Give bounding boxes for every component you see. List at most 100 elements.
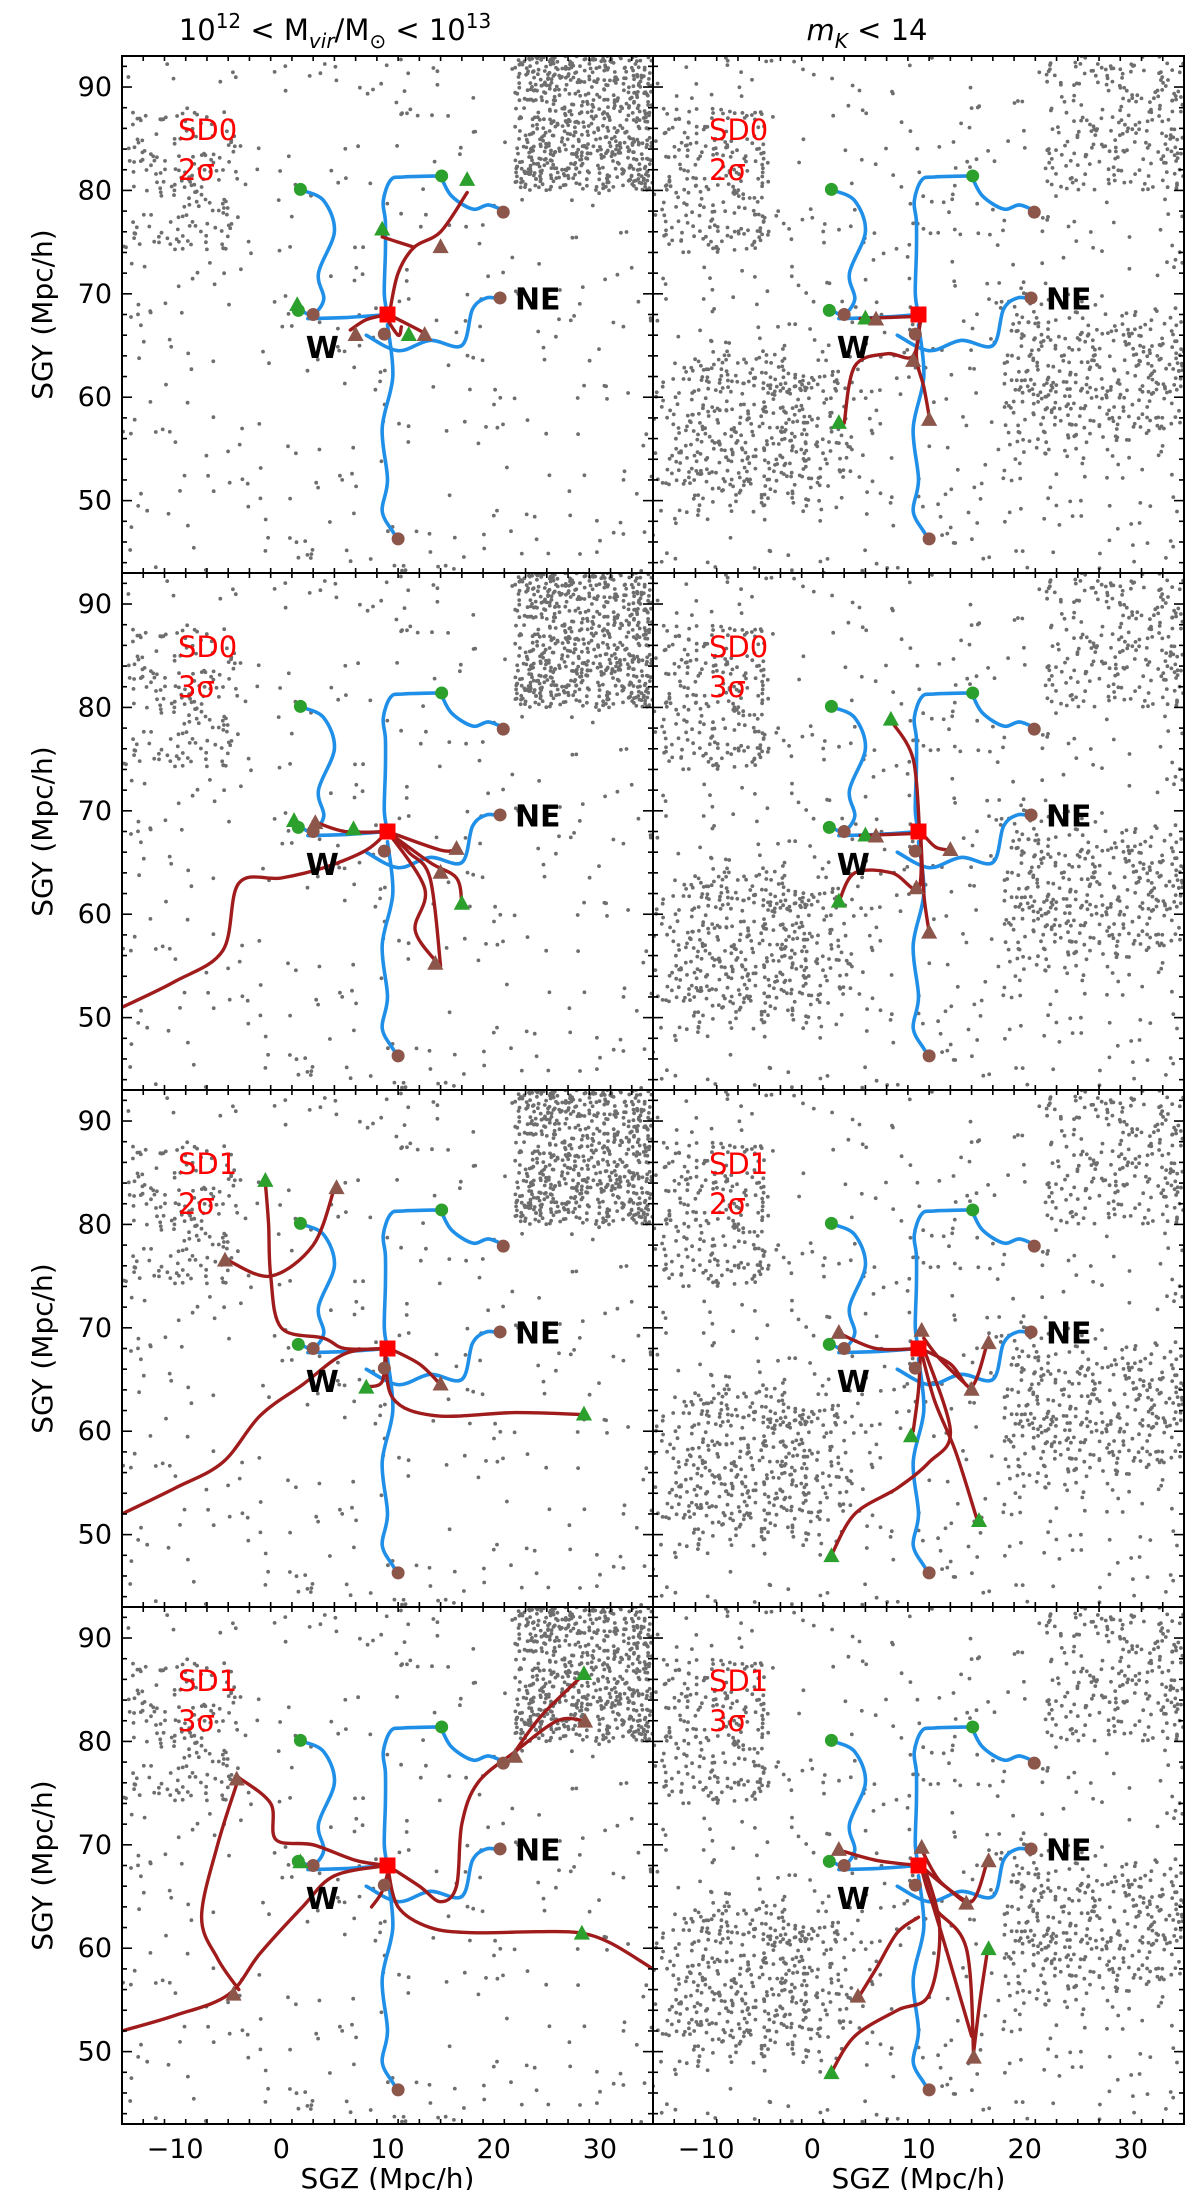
galaxy-dot	[588, 583, 593, 588]
galaxy-dot	[1127, 266, 1132, 271]
galaxy-dot	[199, 121, 203, 126]
galaxy-dot	[1072, 119, 1076, 123]
galaxy-dot	[585, 646, 590, 651]
galaxy-dot	[612, 126, 617, 130]
galaxy-dots	[122, 56, 653, 573]
galaxy-dot	[1015, 439, 1020, 444]
galaxy-dot	[208, 778, 212, 782]
galaxy-dot	[516, 809, 521, 813]
galaxy-dot	[586, 142, 590, 147]
galaxy-dot	[751, 950, 756, 955]
brown-circle-marker	[837, 308, 851, 321]
galaxy-dot	[649, 89, 653, 94]
galaxy-dot	[811, 299, 816, 304]
galaxy-dot	[676, 426, 681, 430]
galaxy-dot	[638, 575, 643, 580]
galaxy-dot	[1066, 930, 1070, 935]
panel-label-sd: SD0	[178, 113, 237, 147]
galaxy-dot	[730, 896, 734, 901]
galaxy-dot	[1079, 1015, 1083, 1020]
galaxy-dot	[1174, 614, 1178, 619]
galaxy-dot	[542, 586, 547, 590]
galaxy-dot	[772, 906, 777, 911]
galaxy-dot	[1131, 543, 1135, 547]
galaxy-dot	[660, 207, 664, 212]
galaxy-dot	[769, 575, 774, 580]
galaxy-dot	[719, 367, 724, 372]
galaxy-dot	[662, 730, 667, 735]
galaxy-dot	[193, 707, 197, 711]
galaxy-dot	[530, 70, 535, 74]
galaxy-dot	[646, 173, 651, 178]
brown-circle-marker	[1027, 205, 1041, 219]
galaxy-dot	[1112, 922, 1116, 926]
galaxy-dot	[1163, 714, 1167, 719]
galaxy-dot	[186, 868, 191, 873]
galaxy-dot	[373, 387, 378, 392]
galaxy-dot	[972, 1002, 977, 1007]
galaxy-dot	[179, 827, 184, 832]
galaxy-dot	[1013, 904, 1018, 909]
galaxy-dot	[677, 450, 681, 455]
galaxy-dot	[515, 691, 519, 696]
galaxy-dot	[186, 351, 191, 356]
galaxy-dot	[728, 155, 733, 159]
galaxy-dot	[742, 465, 747, 470]
galaxy-dot	[1014, 549, 1018, 553]
galaxy-dot	[1127, 752, 1132, 756]
galaxy-dot	[972, 884, 976, 888]
galaxy-dot	[801, 467, 806, 471]
galaxy-dot	[684, 510, 689, 515]
galaxy-dot	[588, 66, 593, 71]
galaxy-dot	[938, 514, 943, 519]
galaxy-dot	[756, 842, 761, 847]
galaxy-dot	[661, 398, 665, 403]
galaxy-dot	[790, 431, 794, 436]
galaxy-dot	[776, 442, 781, 446]
galaxy-dot	[532, 592, 536, 597]
galaxy-dot	[195, 112, 200, 117]
galaxy-dot	[899, 185, 904, 189]
galaxy-dot	[1178, 376, 1183, 381]
galaxy-dot	[727, 170, 732, 175]
galaxy-dot	[721, 628, 725, 633]
galaxy-dot	[632, 616, 636, 621]
galaxy-dot	[519, 633, 524, 637]
galaxy-dot	[1100, 294, 1104, 298]
galaxy-dot	[1137, 168, 1142, 173]
galaxy-dot	[205, 764, 209, 769]
galaxy-dot	[959, 121, 963, 126]
galaxy-dot	[726, 182, 731, 187]
galaxy-dot	[1066, 402, 1070, 406]
galaxy-dot	[519, 683, 524, 688]
galaxy-dot	[518, 702, 523, 707]
galaxy-dot	[172, 654, 177, 658]
galaxy-dot	[1146, 878, 1150, 883]
galaxy-dot	[597, 624, 602, 628]
galaxy-dot	[1166, 212, 1171, 217]
galaxy-dot	[249, 768, 253, 773]
galaxy-dot	[748, 477, 752, 482]
galaxy-dot	[582, 642, 586, 646]
galaxy-dot	[722, 353, 727, 358]
galaxy-dot	[153, 565, 158, 570]
galaxy-dot	[958, 749, 963, 754]
galaxy-dot	[529, 87, 533, 92]
y-tick-label: 60	[78, 899, 112, 930]
galaxy-dot	[570, 578, 574, 583]
galaxy-dot	[515, 91, 520, 96]
galaxy-dot	[746, 896, 751, 901]
galaxy-dot	[1020, 549, 1025, 553]
galaxy-dot	[645, 93, 650, 98]
galaxy-dot	[195, 629, 200, 634]
galaxy-dot	[542, 607, 546, 611]
galaxy-dot	[685, 135, 690, 140]
red-path	[385, 829, 464, 906]
galaxy-dot	[605, 180, 610, 185]
galaxy-dot	[878, 938, 883, 943]
galaxy-dot	[536, 846, 541, 851]
galaxy-dot	[713, 146, 718, 151]
galaxy-dot	[129, 832, 133, 836]
galaxy-dot	[647, 110, 652, 115]
galaxy-dot	[1174, 873, 1178, 878]
